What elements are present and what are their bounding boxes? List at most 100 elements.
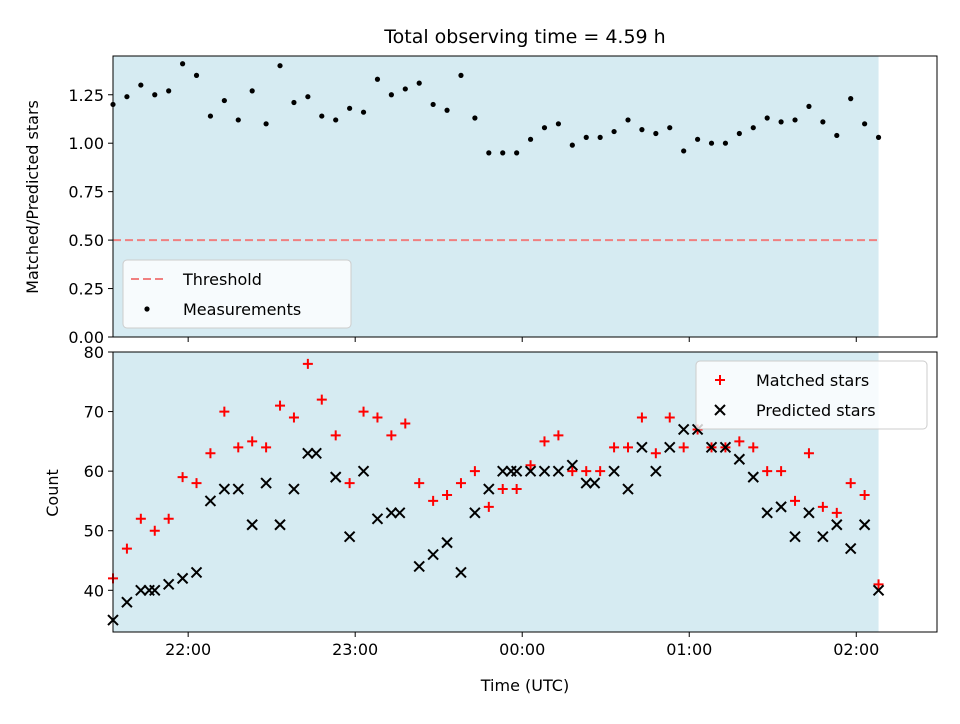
- legend-swatch-0: [715, 375, 725, 385]
- point-0-0-14: [305, 94, 311, 100]
- point-0-0-7: [207, 113, 214, 119]
- point-0-0-9: [235, 117, 241, 123]
- point-1-0-25: [455, 478, 466, 489]
- ratio-panel: 0.00 0.25 0.50 0.75 1.00 1.25 Threshold Measure…: [68, 55, 938, 347]
- point-0-0-3: [152, 92, 158, 98]
- point-1-1-14: [288, 483, 300, 495]
- point-0-0-8: [221, 97, 227, 104]
- y-tick-label-1-0: 40: [84, 581, 104, 600]
- x-tick-label-0: 22:00: [165, 640, 211, 659]
- point-0-0-11: [263, 121, 269, 127]
- legend-box: [695, 360, 928, 430]
- point-1-0-38: [636, 412, 647, 423]
- point-1-1-20: [371, 513, 384, 525]
- point-1-1-40: [636, 441, 648, 454]
- point-1-1-36: [580, 477, 592, 489]
- y-tick-label-0-2: 0.50: [68, 231, 104, 250]
- point-0-0-52: [834, 132, 840, 139]
- point-1-0-22: [414, 478, 425, 489]
- point-1-0-53: [845, 478, 856, 489]
- point-1-1-57: [872, 584, 885, 597]
- point-0-0-51: [820, 119, 826, 125]
- point-0-0-44: [722, 140, 729, 146]
- point-1-0-12: [275, 400, 286, 411]
- point-1-1-16: [310, 447, 322, 459]
- point-0-0-43: [708, 140, 715, 146]
- point-0-0-6: [193, 72, 200, 78]
- point-1-1-15: [302, 447, 314, 459]
- point-1-1-12: [260, 477, 272, 489]
- y-tick-label-1-1: 50: [84, 522, 104, 541]
- point-1-0-31: [539, 436, 550, 447]
- legend-label-0: Threshold: [182, 270, 262, 289]
- point-1-0-3: [149, 525, 160, 536]
- point-0-0-24: [444, 107, 450, 113]
- legend-swatch-1: [144, 306, 150, 312]
- point-1-1-32: [524, 465, 537, 477]
- point-1-0-26: [469, 466, 480, 477]
- point-1-0-20: [386, 430, 397, 441]
- point-1-1-38: [608, 465, 620, 477]
- point-0-0-17: [347, 105, 353, 111]
- point-1-1-21: [385, 507, 398, 519]
- point-0-0-53: [848, 96, 854, 102]
- point-1-0-28: [497, 484, 508, 495]
- point-1-1-55: [844, 542, 857, 555]
- point-1-1-54: [831, 519, 843, 531]
- point-1-0-13: [288, 412, 299, 423]
- point-0-0-21: [402, 86, 408, 92]
- point-1-0-36: [609, 442, 620, 453]
- point-1-0-35: [595, 466, 606, 477]
- point-1-1-47: [733, 453, 746, 465]
- point-1-1-6: [176, 572, 189, 585]
- y-tick-label-0-1: 0.25: [68, 280, 104, 299]
- point-0-0-39: [653, 130, 659, 137]
- point-1-0-47: [762, 466, 773, 477]
- y-axis-label-bottom: Count: [43, 469, 62, 517]
- point-1-0-55: [873, 579, 884, 590]
- point-1-1-33: [538, 465, 551, 477]
- point-1-0-41: [678, 442, 689, 453]
- point-1-1-34: [552, 465, 565, 477]
- y-tick-label-1-2: 60: [84, 462, 104, 481]
- point-0-0-34: [583, 134, 589, 140]
- point-1-1-23: [413, 560, 425, 573]
- point-1-0-32: [553, 430, 564, 441]
- point-1-0-2: [135, 513, 146, 524]
- point-1-1-25: [441, 536, 453, 549]
- point-1-0-27: [483, 501, 494, 512]
- x-tick-label-1: 23:00: [332, 640, 378, 659]
- x-tick-label-4: 02:00: [833, 640, 879, 659]
- point-1-1-27: [469, 507, 481, 519]
- point-1-0-21: [400, 418, 411, 429]
- point-0-0-15: [319, 113, 325, 119]
- point-0-0-12: [277, 63, 283, 69]
- point-1-0-6: [191, 478, 202, 489]
- point-0-0-13: [291, 99, 297, 106]
- y-tick-label-1-4: 80: [84, 343, 104, 362]
- point-1-0-45: [734, 436, 745, 447]
- legend-label-1: Predicted stars: [756, 401, 876, 420]
- point-1-1-1: [121, 596, 133, 608]
- point-0-0-32: [555, 121, 562, 127]
- point-0-0-55: [875, 134, 882, 140]
- point-0-0-36: [611, 128, 617, 135]
- point-1-1-9: [218, 483, 231, 495]
- point-1-0-18: [358, 406, 369, 417]
- point-1-1-48: [747, 471, 759, 483]
- point-1-0-10: [247, 436, 258, 447]
- point-1-1-10: [232, 483, 244, 495]
- point-0-0-33: [569, 142, 575, 148]
- point-0-0-22: [416, 80, 422, 86]
- point-0-0-16: [333, 117, 339, 123]
- y-axis-label-top: Matched/Predicted stars: [23, 100, 42, 294]
- point-0-0-19: [374, 76, 381, 82]
- point-0-0-1: [124, 94, 130, 100]
- axes-frame-1: [112, 351, 938, 633]
- point-1-0-9: [233, 442, 244, 453]
- y-tick-label-0-4: 1.00: [68, 134, 104, 153]
- point-1-0-34: [581, 466, 592, 477]
- point-1-0-15: [316, 394, 327, 405]
- point-1-1-19: [357, 465, 370, 477]
- point-0-0-47: [764, 115, 770, 121]
